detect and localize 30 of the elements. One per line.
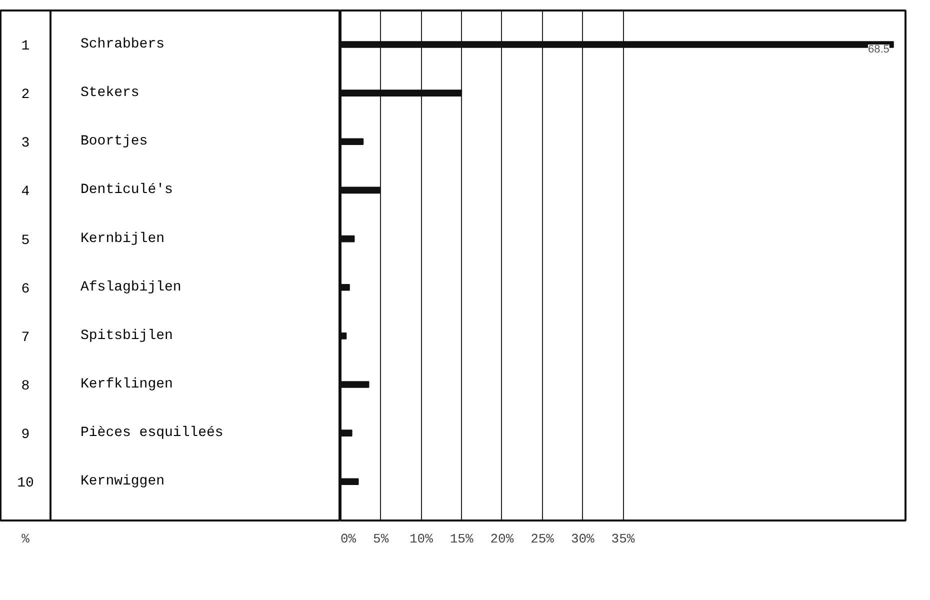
text: 7 (21, 330, 30, 346)
y-tick-label: Afslagbijlen (80, 279, 182, 296)
y-tick-label: Schrabbers (80, 36, 165, 52)
x-tick-label: 15% (450, 532, 474, 546)
y-tick-label: Kerfklingen (80, 376, 173, 392)
y-tick-label: Kernbijlen (80, 230, 165, 247)
text: 10 (17, 476, 34, 492)
text: 9 (21, 427, 30, 444)
x-axis-title: % (22, 532, 30, 546)
y-tick-label: Pièces esquilleés (80, 425, 224, 442)
text: 8 (21, 378, 30, 394)
y-tick-label: Denticulé's (80, 182, 173, 198)
x-tick-label: 20% (490, 532, 514, 546)
text: 6 (21, 281, 30, 298)
y-tick-label: Kernwiggen (80, 474, 165, 490)
x-tick-label: 25% (530, 532, 554, 546)
x-tick-label: 0% (340, 532, 356, 546)
text: 1 (21, 38, 30, 54)
x-tick-label: 5% (373, 532, 389, 546)
text: 2 (21, 87, 30, 104)
text: 3 (21, 136, 30, 152)
text: 5 (21, 232, 30, 249)
x-tick-label: 35% (611, 532, 635, 546)
y-tick-label: Spitsbijlen (80, 328, 173, 344)
y-tick-label: Stekers (80, 85, 140, 102)
x-tick-label: 30% (570, 532, 595, 546)
data-label: 68.5 (868, 44, 890, 56)
text: 4 (21, 184, 30, 200)
x-tick-label: 10% (410, 532, 434, 546)
y-tick-label: Boortjes (80, 134, 148, 150)
